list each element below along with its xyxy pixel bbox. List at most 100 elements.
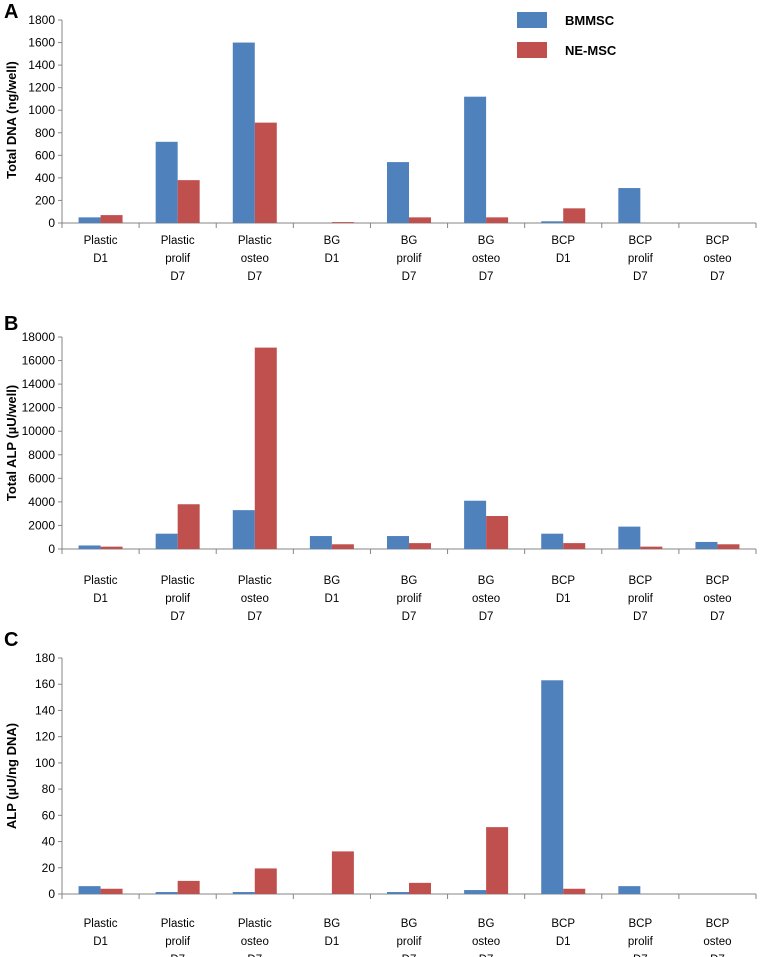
y-tick-label: 8000 [28, 448, 55, 462]
y-tick-label: 200 [35, 193, 55, 207]
y-tick-label: 180 [35, 651, 55, 665]
bar-bmmsc [618, 188, 641, 223]
x-category-label: BG D1 [324, 918, 341, 948]
chart-panel-a: A Total DNA (ng/well) 0 200 400 600 800 1000 120… [4, 1, 757, 283]
bar-bmmsc [541, 533, 564, 549]
y-tick-label: 18000 [22, 330, 56, 344]
bar-ne-msc [486, 827, 509, 894]
legend: BMMSC NE-MSC [517, 12, 617, 58]
bar-ne-msc [177, 504, 200, 549]
bar-ne-msc [254, 122, 277, 223]
bar-ne-msc [100, 546, 123, 549]
bar-ne-msc [563, 208, 586, 223]
chart-panel-b: B Total ALP (µU/well) 0 2000 4000 6000 8000 100… [4, 313, 757, 623]
y-tick-label: 40 [42, 835, 56, 849]
bar-bmmsc [464, 500, 487, 549]
bar-ne-msc [254, 868, 277, 894]
y-tick-label: 80 [42, 782, 56, 796]
bar-bmmsc [695, 541, 718, 549]
panel-letter: A [4, 1, 18, 23]
bar-bmmsc [232, 892, 255, 894]
bar-ne-msc [409, 882, 431, 894]
bar-bmmsc [464, 96, 487, 223]
y-axis-label: ALP (µU/ng DNA) [4, 723, 19, 829]
y-tick-label: 1200 [28, 81, 55, 95]
panel-letter: C [4, 629, 18, 651]
bar-bmmsc [232, 510, 255, 549]
bar-bmmsc [155, 533, 178, 549]
bar-bmmsc [541, 680, 564, 894]
bar-ne-msc [486, 217, 509, 223]
bar-bmmsc [618, 886, 641, 894]
y-tick-label: 120 [35, 730, 55, 744]
bar-bmmsc [309, 536, 332, 549]
y-tick-label: 400 [35, 171, 55, 185]
legend-label-bmmsc: BMMSC [565, 13, 615, 28]
bar-bmmsc [387, 162, 409, 223]
bar-ne-msc [254, 347, 277, 549]
bar-ne-msc [100, 215, 123, 223]
y-tick-label: 1400 [28, 58, 55, 72]
bar-ne-msc [177, 180, 200, 223]
bar-ne-msc [486, 516, 509, 549]
y-tick-label: 14000 [22, 377, 56, 391]
bar-ne-msc [409, 543, 431, 549]
bar-ne-msc [331, 544, 354, 549]
y-tick-label: 160 [35, 677, 55, 691]
y-tick-label: 12000 [22, 401, 56, 415]
y-tick-label: 60 [42, 808, 56, 822]
y-tick-label: 1600 [28, 36, 55, 50]
bar-bmmsc [78, 545, 101, 549]
bar-ne-msc [100, 888, 123, 894]
bar-ne-msc [563, 543, 586, 549]
bar-bmmsc [387, 536, 409, 549]
bar-ne-msc [409, 217, 431, 223]
x-category-label: BCP D1 [551, 235, 575, 265]
x-category-label: BCP D1 [551, 918, 575, 948]
x-category-label: BG D1 [324, 575, 341, 605]
bar-bmmsc [78, 886, 101, 894]
y-tick-label: 6000 [28, 471, 55, 485]
bar-ne-msc [177, 880, 200, 894]
bar-bmmsc [541, 221, 564, 223]
y-tick-label: 16000 [22, 354, 56, 368]
bar-bmmsc [387, 892, 409, 894]
y-tick-label: 800 [35, 126, 55, 140]
bar-bmmsc [155, 892, 178, 894]
y-tick-label: 2000 [28, 518, 55, 532]
x-category-label: BG D1 [324, 235, 341, 265]
bar-bmmsc [464, 890, 487, 894]
legend-swatch-bmmsc [517, 12, 547, 28]
bar-ne-msc [563, 888, 586, 894]
x-category-label: BCP D1 [551, 575, 575, 605]
bar-ne-msc [331, 851, 354, 894]
legend-label-ne-msc: NE-MSC [565, 43, 617, 58]
y-tick-label: 0 [48, 887, 55, 901]
legend-swatch-ne-msc [517, 42, 547, 58]
bar-ne-msc [331, 222, 354, 223]
y-tick-label: 1000 [28, 103, 55, 117]
y-tick-label: 0 [48, 542, 55, 556]
y-axis-label: Total DNA (ng/well) [4, 61, 19, 179]
bar-bmmsc [78, 217, 101, 223]
bar-bmmsc [155, 141, 178, 223]
y-tick-label: 140 [35, 703, 55, 717]
bar-ne-msc [640, 546, 663, 549]
